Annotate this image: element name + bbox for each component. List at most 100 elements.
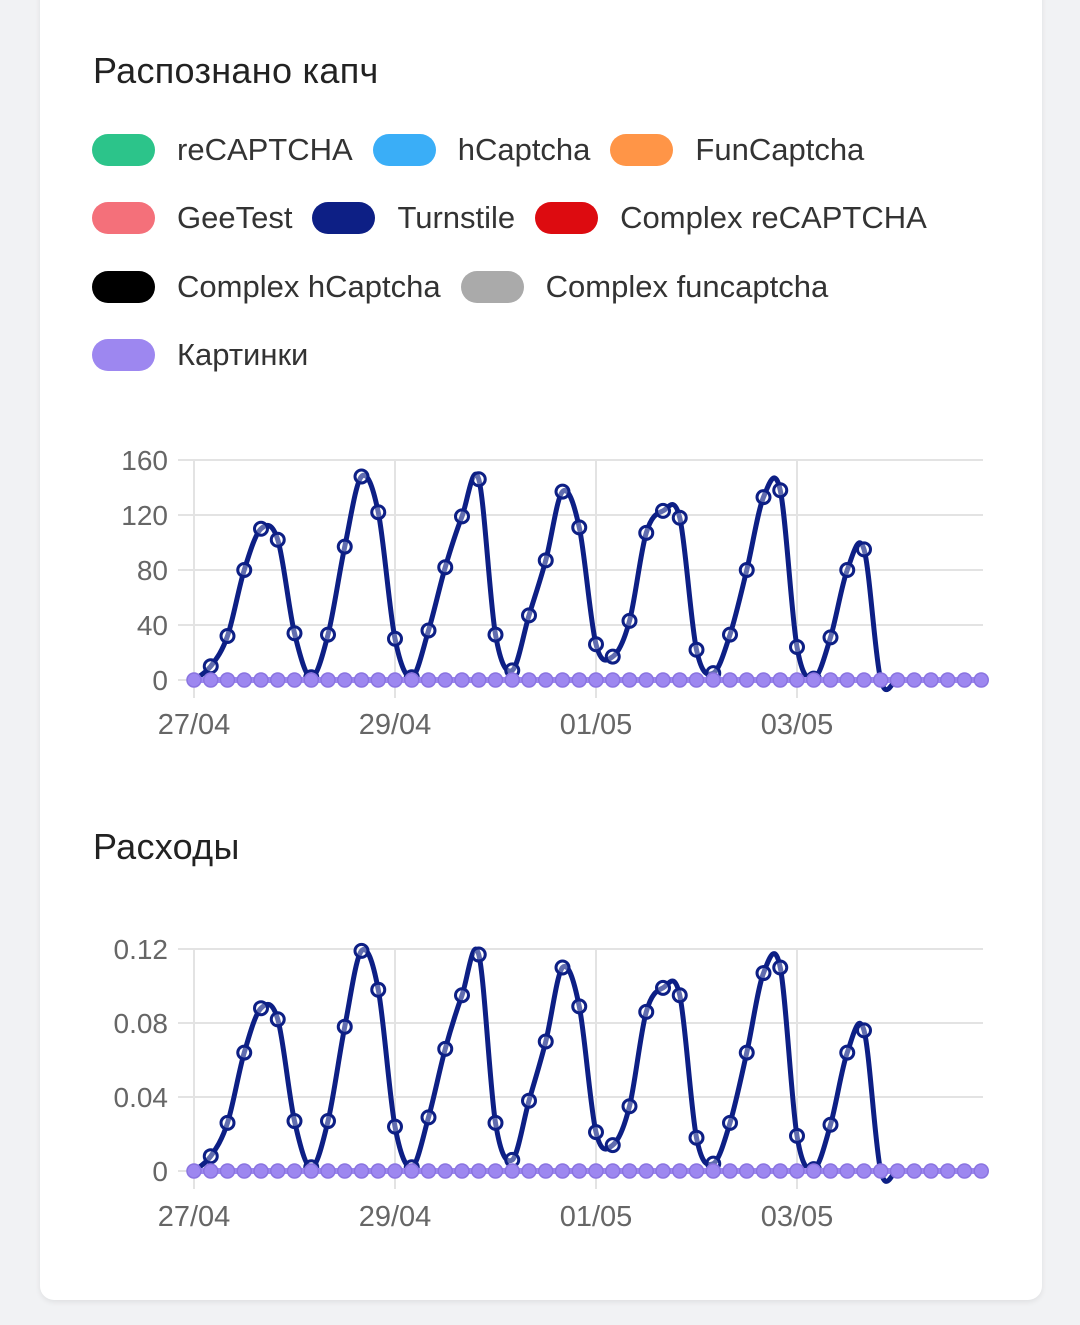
y-tick-label: 0 — [152, 665, 168, 696]
series-point-turnstile — [420, 622, 437, 639]
series-point-turnstile — [839, 1044, 856, 1061]
series-point-images — [370, 1163, 386, 1179]
series-point-images — [973, 1163, 989, 1179]
series-point-turnstile — [772, 959, 789, 976]
series-point-turnstile — [554, 483, 571, 500]
series-point-images — [873, 672, 889, 688]
series-point-turnstile — [487, 626, 504, 643]
legend-item-recaptcha[interactable]: reCAPTCHA — [92, 132, 353, 168]
series-point-images — [973, 672, 989, 688]
series-point-images — [638, 1163, 654, 1179]
series-point-turnstile — [655, 979, 671, 996]
series-point-images — [772, 672, 788, 688]
series-point-turnstile — [353, 942, 370, 959]
series-point-images — [253, 672, 269, 688]
x-tick-label: 27/04 — [158, 709, 231, 741]
series-point-images — [454, 1163, 470, 1179]
series-point-images — [437, 672, 453, 688]
series-point-images — [219, 672, 236, 688]
legend-row-4: Картинки — [92, 335, 328, 375]
series-point-turnstile — [738, 562, 755, 578]
series-point-images — [186, 672, 202, 688]
series-point-images — [688, 1163, 705, 1179]
series-point-images — [655, 672, 671, 688]
legend-label-geetest: GeeTest — [177, 200, 293, 235]
series-point-turnstile — [470, 946, 487, 963]
series-point-turnstile — [370, 981, 387, 998]
series-point-images — [722, 672, 738, 688]
legend-item-turnstile[interactable]: Turnstile — [312, 200, 515, 236]
series-point-images — [420, 672, 437, 688]
legend-item-images[interactable]: Картинки — [92, 337, 308, 373]
legend-item-complex-hcaptcha[interactable]: Complex hCaptcha — [92, 269, 441, 305]
series-point-turnstile — [537, 1033, 554, 1050]
series-point-images — [672, 672, 688, 688]
legend-item-geetest[interactable]: GeeTest — [92, 200, 292, 236]
series-point-turnstile — [571, 519, 588, 536]
series-point-images — [705, 1163, 721, 1179]
series-point-turnstile — [269, 1011, 286, 1028]
series-point-turnstile — [755, 489, 772, 506]
series-point-images — [923, 672, 939, 688]
series-point-images — [236, 672, 252, 688]
series-point-images — [203, 672, 219, 688]
y-tick-label: 120 — [121, 500, 168, 531]
recognized-chart-title: Распознано капч — [93, 50, 379, 91]
series-point-images — [286, 1163, 303, 1179]
series-point-images — [772, 1163, 788, 1179]
series-point-turnstile — [638, 524, 655, 541]
legend-label-hcaptcha: hCaptcha — [457, 132, 591, 167]
series-point-images — [521, 672, 537, 688]
series-point-images — [621, 672, 638, 688]
series-point-images — [856, 672, 872, 688]
y-tick-label: 160 — [121, 445, 168, 476]
series-point-turnstile — [454, 508, 470, 525]
legend-item-funcaptcha[interactable]: FunCaptcha — [610, 132, 864, 168]
legend-swatch-complex-funcaptcha — [460, 271, 524, 303]
series-point-images — [806, 1163, 822, 1179]
series-point-images — [270, 672, 286, 688]
series-point-turnstile — [554, 959, 571, 976]
series-point-turnstile — [537, 552, 554, 569]
series-point-turnstile — [437, 559, 454, 576]
series-point-images — [739, 1163, 755, 1179]
legend-item-complex-recaptcha[interactable]: Complex reCAPTCHA — [535, 200, 927, 236]
series-point-turnstile — [588, 636, 604, 653]
series-point-images — [538, 672, 554, 688]
series-point-images — [638, 672, 654, 688]
series-point-images — [203, 1163, 219, 1179]
series-point-images — [487, 1163, 504, 1179]
series-point-turnstile — [387, 630, 403, 647]
series-point-images — [655, 1163, 671, 1179]
series-point-images — [387, 1163, 403, 1179]
legend-label-complex-recaptcha: Complex reCAPTCHA — [620, 200, 927, 235]
series-point-images — [404, 1163, 420, 1179]
legend-row-2: GeeTest Turnstile Complex reCAPTCHA — [92, 198, 947, 238]
series-point-images — [286, 672, 303, 688]
series-point-turnstile — [269, 531, 286, 548]
series-point-turnstile — [671, 509, 688, 526]
series-point-turnstile — [772, 482, 789, 499]
series-point-turnstile — [688, 641, 705, 658]
series-point-images — [253, 1163, 269, 1179]
series-point-turnstile — [638, 1003, 655, 1020]
x-tick-label: 01/05 — [560, 709, 633, 741]
series-point-images — [923, 1163, 939, 1179]
series-point-images — [588, 672, 604, 688]
legend-swatch-hcaptcha — [372, 134, 436, 166]
series-point-images — [487, 672, 504, 688]
series-point-images — [303, 672, 319, 688]
series-point-images — [806, 672, 822, 688]
series-point-turnstile — [738, 1044, 755, 1061]
series-point-images — [420, 1163, 437, 1179]
series-point-images — [672, 1163, 688, 1179]
legend-item-complex-funcaptcha[interactable]: Complex funcaptcha — [460, 269, 828, 305]
series-point-turnstile — [789, 639, 805, 655]
legend-label-images: Картинки — [177, 337, 309, 372]
series-point-images — [688, 672, 705, 688]
legend-item-hcaptcha[interactable]: hCaptcha — [372, 132, 591, 168]
legend-swatch-complex-recaptcha — [535, 202, 599, 234]
series-point-turnstile — [755, 965, 772, 982]
series-point-images — [270, 1163, 286, 1179]
